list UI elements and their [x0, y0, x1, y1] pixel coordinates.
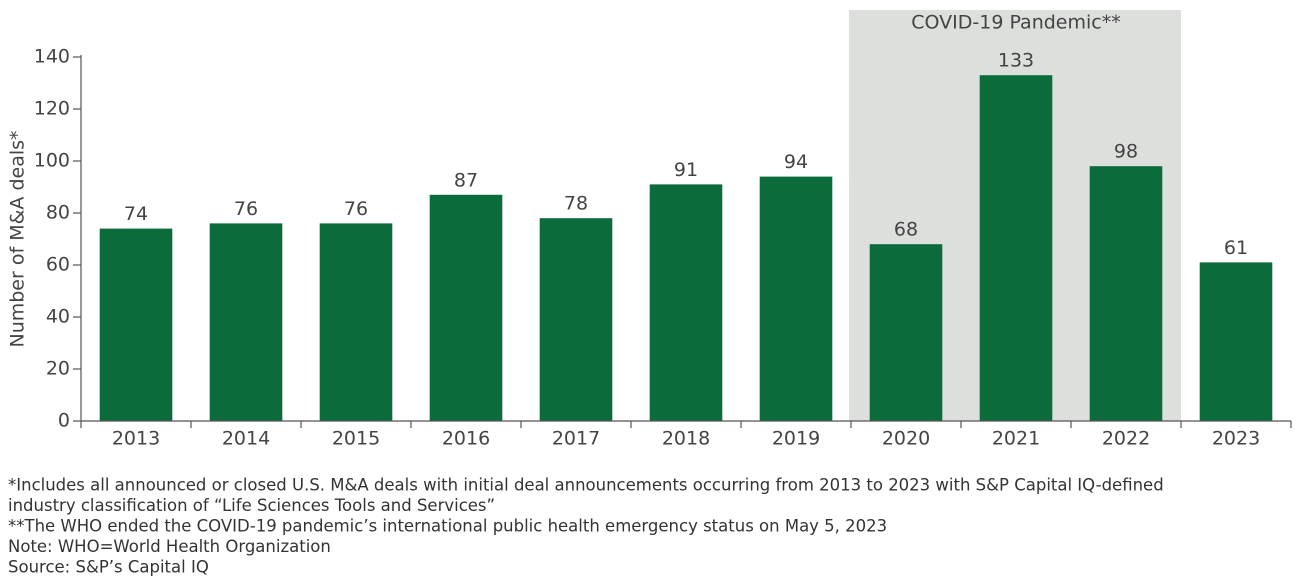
- x-tick-label: 2023: [1212, 428, 1260, 450]
- bar: [979, 75, 1053, 421]
- y-tick-label: 40: [46, 306, 70, 328]
- y-tick-label: 100: [34, 150, 70, 172]
- data-label: 74: [124, 203, 148, 225]
- y-tick-label: 20: [46, 358, 70, 380]
- x-tick-label: 2020: [882, 428, 930, 450]
- x-tick-label: 2022: [1102, 428, 1150, 450]
- x-tick-label: 2015: [332, 428, 380, 450]
- data-label: 87: [454, 169, 478, 191]
- bar: [319, 223, 393, 421]
- y-axis-label: Number of M&A deals*: [7, 130, 29, 347]
- footnote: **The WHO ended the COVID-19 pandemic’s …: [8, 517, 887, 536]
- bar: [99, 228, 173, 421]
- bar: [1199, 262, 1273, 421]
- y-tick-label: 0: [58, 410, 70, 432]
- bar: [209, 223, 283, 421]
- data-label: 61: [1224, 237, 1248, 259]
- data-label: 68: [894, 219, 918, 241]
- data-label: 94: [784, 151, 808, 173]
- x-tick-label: 2018: [662, 428, 710, 450]
- bar: [759, 176, 833, 421]
- data-label: 76: [344, 198, 368, 220]
- y-tick-label: 120: [34, 98, 70, 120]
- x-tick-label: 2019: [772, 428, 820, 450]
- data-label: 133: [998, 50, 1034, 72]
- y-tick-label: 80: [46, 202, 70, 224]
- x-tick-label: 2016: [442, 428, 490, 450]
- footnote: Note: WHO=World Health Organization: [8, 537, 331, 556]
- data-label: 91: [674, 159, 698, 181]
- footnote: Source: S&P’s Capital IQ: [8, 558, 209, 577]
- x-tick-label: 2017: [552, 428, 600, 450]
- footnote: *Includes all announced or closed U.S. M…: [8, 476, 1164, 495]
- bar: [1089, 166, 1163, 421]
- x-tick-label: 2013: [112, 428, 160, 450]
- x-tick-label: 2014: [222, 428, 270, 450]
- bar: [539, 218, 613, 421]
- highlight-label: COVID-19 Pandemic**: [911, 12, 1120, 34]
- data-label: 78: [564, 193, 588, 215]
- bar: [429, 194, 503, 421]
- data-label: 98: [1114, 141, 1138, 163]
- y-tick-label: 60: [46, 254, 70, 276]
- footnote: industry classification of “Life Science…: [8, 496, 495, 515]
- y-tick-label: 140: [34, 46, 70, 68]
- bar: [869, 244, 943, 421]
- bar: [649, 184, 723, 421]
- x-tick-label: 2021: [992, 428, 1040, 450]
- data-label: 76: [234, 198, 258, 220]
